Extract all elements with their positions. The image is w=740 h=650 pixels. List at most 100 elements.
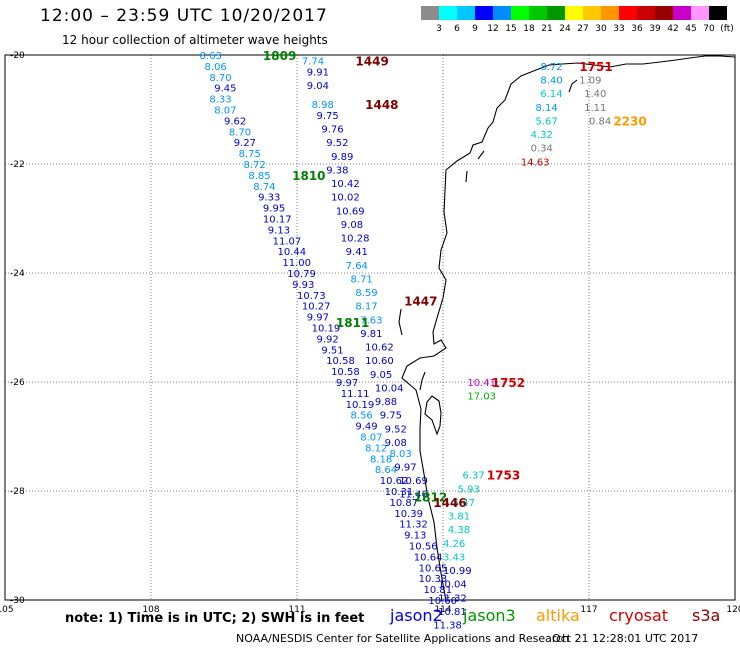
scale-label: 18 xyxy=(523,24,535,34)
wave-height-value: 10.60 xyxy=(365,356,394,367)
scale-label: 6 xyxy=(454,24,460,34)
wave-height-value: 10.19 xyxy=(312,324,341,335)
wave-height-value: 10.69 xyxy=(336,206,365,217)
wave-height-value: 5.67 xyxy=(535,116,557,127)
pass-time-label: 1811 xyxy=(336,316,369,330)
wave-height-value: 1.09 xyxy=(579,76,601,87)
wave-height-value: 8.85 xyxy=(248,171,270,182)
footer-timestamp: Oct 21 12:28:01 UTC 2017 xyxy=(552,632,699,645)
wave-height-value: 8.56 xyxy=(351,411,373,422)
wave-height-value: 9.33 xyxy=(258,193,280,204)
wave-height-value: 8.06 xyxy=(205,62,227,73)
pass-time-label: 1753 xyxy=(487,469,520,483)
wave-height-value: 8.63 xyxy=(200,51,222,62)
scale-label: 24 xyxy=(559,24,571,34)
island-coast xyxy=(398,308,403,336)
wave-height-value: 5.47 xyxy=(453,498,475,509)
latitude-tick-label: -26 xyxy=(10,378,25,388)
wave-height-value: 3.81 xyxy=(448,512,470,523)
scale-swatch xyxy=(691,6,709,20)
pass-time-label: 1751 xyxy=(579,60,612,74)
wave-height-value: 8.72 xyxy=(540,62,562,73)
wave-height-value: 9.89 xyxy=(331,152,353,163)
scale-label: 30 xyxy=(595,24,607,34)
wave-height-value: 9.08 xyxy=(341,220,363,231)
scale-label: 21 xyxy=(541,24,553,34)
longitude-tick-label: 120 xyxy=(726,605,740,615)
wave-height-value: 9.81 xyxy=(360,329,382,340)
wave-height-value: 3.43 xyxy=(443,552,465,563)
wave-height-value: 6.14 xyxy=(540,89,562,100)
mainland-coast xyxy=(401,55,736,602)
scale-swatch xyxy=(475,6,493,20)
wave-height-value: 9.62 xyxy=(224,116,246,127)
wave-height-value: 9.97 xyxy=(307,313,329,324)
wave-height-value: 8.14 xyxy=(535,103,557,114)
scale-swatch xyxy=(511,6,529,20)
scale-label: 42 xyxy=(667,24,679,34)
wave-height-value: 11.38 xyxy=(433,621,462,632)
scale-swatch xyxy=(529,6,547,20)
scale-label: 3 xyxy=(436,24,442,34)
wave-height-value: 7.63 xyxy=(360,315,382,326)
wave-height-value: 10.79 xyxy=(287,269,316,280)
latitude-tick-label: -24 xyxy=(10,269,25,279)
wave-height-value: 7.74 xyxy=(302,56,324,67)
wave-height-value: 8.71 xyxy=(351,274,373,285)
wave-height-value: 10.60 xyxy=(428,596,457,607)
wave-height-value: 10.41 xyxy=(467,378,496,389)
wave-height-value: 9.49 xyxy=(355,422,377,433)
wave-height-value: 10.64 xyxy=(414,552,443,563)
wave-height-value: 10.58 xyxy=(326,356,355,367)
wave-height-value: 10.02 xyxy=(331,193,360,204)
wave-height-value: 9.38 xyxy=(326,165,348,176)
wave-height-value: 9.04 xyxy=(307,81,329,92)
wave-height-value: 9.75 xyxy=(316,111,338,122)
pass-time-label: 1752 xyxy=(492,376,525,390)
wave-height-value: 9.97 xyxy=(394,462,416,473)
wave-height-value: 10.04 xyxy=(375,383,404,394)
wave-height-value: 10.62 xyxy=(365,343,394,354)
page-title: 12:00 – 23:59 UTC 10/20/2017 xyxy=(40,6,328,26)
wave-height-value: 11.32 xyxy=(438,593,467,604)
satellite-legend-item: cryosat xyxy=(609,606,669,625)
wave-height-value: 10.31 xyxy=(385,487,414,498)
satellite-legend-item: jason2 xyxy=(390,606,443,625)
pass-labels: 1809 1449 1751 1448 2230 1810 1447 1811 1752 1753… xyxy=(263,49,647,510)
pass-time-label: 1446 xyxy=(433,496,466,510)
wave-height-value: 8.64 xyxy=(375,465,397,476)
wave-height-value: 10.27 xyxy=(302,302,331,313)
wave-height-value: 11.46 xyxy=(399,490,428,501)
island-coast xyxy=(465,170,468,183)
scale-label: (ft) xyxy=(720,24,734,34)
wave-height-value: 4.32 xyxy=(531,130,553,141)
scale-label: 70 xyxy=(703,24,715,34)
wave-height-value: 9.41 xyxy=(346,247,368,258)
wave-height-value: 9.05 xyxy=(370,370,392,381)
scale-swatch xyxy=(619,6,637,20)
pass-time-label: 1448 xyxy=(365,98,398,112)
pass-time-label: 1449 xyxy=(355,54,388,68)
wave-height-value: 17.03 xyxy=(467,392,496,403)
wave-height-value: 8.70 xyxy=(229,127,251,138)
footer-agency: NOAA/NESDIS Center for Satellite Applica… xyxy=(236,632,570,645)
wave-height-value: 10.99 xyxy=(443,566,472,577)
wave-height-value: 11.32 xyxy=(399,520,428,531)
wave-height-value: 8.03 xyxy=(389,449,411,460)
wave-height-value: 8.40 xyxy=(540,76,562,87)
wave-height-value: 8.72 xyxy=(243,160,265,171)
wave-height-value: 9.93 xyxy=(292,280,314,291)
wave-height-value: 8.74 xyxy=(253,182,275,193)
footnote: note: 1) Time is in UTC; 2) SWH is in fe… xyxy=(65,611,365,626)
latitude-tick-label: -30 xyxy=(10,596,25,606)
altimeter-observations: 8.638.068.709.458.338.079.628.709.278.75… xyxy=(200,51,612,632)
wave-height-value: 9.92 xyxy=(316,334,338,345)
wave-height-value: 9.27 xyxy=(234,138,256,149)
longitude-tick-label: 108 xyxy=(142,605,159,615)
wave-height-value: 10.73 xyxy=(297,291,326,302)
wave-height-value: 5.93 xyxy=(458,484,480,495)
longitude-tick-label: 114 xyxy=(434,605,451,615)
wave-height-value: 10.62 xyxy=(380,476,409,487)
scale-swatch xyxy=(457,6,475,20)
